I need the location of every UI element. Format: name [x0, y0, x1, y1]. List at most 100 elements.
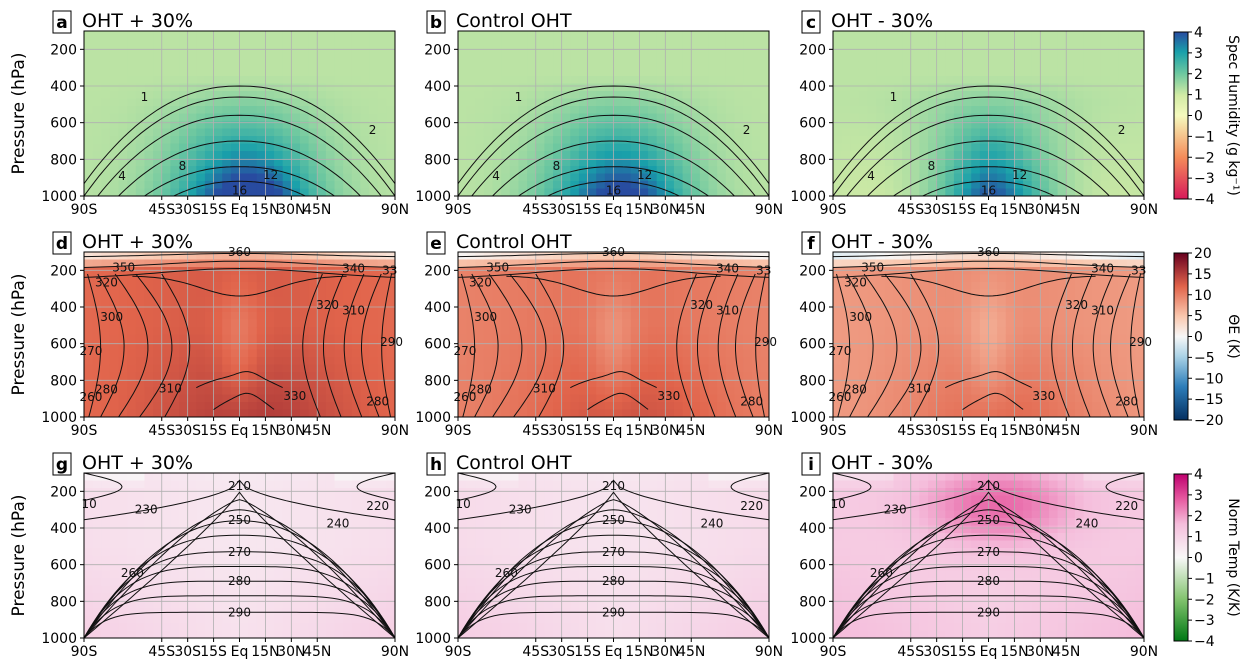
heatmap-cell: [893, 173, 903, 182]
heatmap-cell: [386, 83, 395, 92]
heatmap-cell: [282, 31, 292, 40]
heatmap-cell: [334, 128, 344, 137]
heatmap-cell: [858, 121, 869, 130]
heatmap-cell: [144, 76, 154, 85]
heatmap-cell: [299, 372, 310, 381]
heatmap-cell: [248, 76, 258, 85]
heatmap-cell: [377, 379, 387, 388]
heatmap-cell: [265, 319, 275, 328]
heatmap-cell: [135, 357, 146, 366]
heatmap-cell: [466, 68, 476, 77]
heatmap-cell: [858, 387, 869, 396]
heatmap-cell: [535, 334, 545, 343]
heatmap-cell: [997, 121, 1007, 130]
heatmap-cell: [483, 402, 494, 411]
heatmap-cell: [673, 61, 684, 70]
heatmap-cell: [458, 151, 468, 160]
heatmap-cell: [230, 91, 241, 100]
heatmap-cell: [265, 83, 275, 92]
heatmap-cell: [988, 282, 998, 291]
heatmap-cell: [509, 387, 520, 396]
heatmap-cell: [92, 304, 102, 313]
heatmap-cell: [570, 409, 580, 417]
heatmap-cell: [867, 38, 877, 47]
heatmap-cell: [196, 259, 206, 268]
heatmap-cell: [979, 173, 990, 182]
heatmap-cell: [673, 319, 684, 328]
heatmap-cell: [501, 349, 511, 358]
x-tick-label: 90S: [71, 202, 98, 218]
heatmap-cell: [518, 379, 528, 388]
heatmap-cell: [604, 394, 615, 403]
heatmap-cell: [1057, 113, 1067, 122]
heatmap-cell: [535, 349, 545, 358]
heatmap-cell: [544, 128, 554, 137]
heatmap-cell: [118, 394, 128, 403]
heatmap-cell: [725, 91, 736, 100]
heatmap-cell: [717, 181, 727, 190]
heatmap-cell: [850, 364, 860, 373]
y-tick-label: 1000: [415, 410, 451, 426]
heatmap-cell: [282, 259, 292, 268]
heatmap-cell: [109, 143, 120, 152]
heatmap-cell: [101, 394, 111, 403]
heatmap-cell: [858, 76, 869, 85]
heatmap-cell: [570, 252, 580, 261]
heatmap-cell: [308, 357, 318, 366]
heatmap-cell: [928, 188, 938, 196]
heatmap-cell: [187, 98, 197, 107]
heatmap-cell: [630, 289, 641, 298]
heatmap-cell: [997, 372, 1007, 381]
heatmap-cell: [118, 274, 128, 283]
heatmap-cell: [691, 143, 701, 152]
heatmap-cell: [699, 289, 710, 298]
heatmap-cell: [84, 68, 94, 77]
heatmap-cell: [578, 357, 589, 366]
heatmap-cell: [196, 166, 206, 175]
heatmap-cell: [858, 402, 869, 411]
heatmap-cell: [622, 289, 632, 298]
heatmap-cell: [587, 394, 597, 403]
heatmap-cell: [850, 46, 860, 55]
heatmap-cell: [509, 61, 520, 70]
heatmap-cell: [596, 267, 606, 276]
heatmap-cell: [691, 188, 701, 196]
heatmap-cell: [222, 158, 232, 167]
heatmap-cell: [325, 409, 336, 417]
heatmap-cell: [101, 151, 111, 160]
heatmap-cell: [833, 379, 843, 388]
heatmap-cell: [1023, 128, 1033, 137]
heatmap-cell: [1066, 128, 1076, 137]
heatmap-cell: [369, 357, 379, 366]
heatmap-cell: [613, 31, 623, 40]
heatmap-cell: [101, 136, 111, 145]
contour-label: 300: [100, 310, 123, 324]
heatmap-cell: [161, 289, 171, 298]
heatmap-cell: [518, 289, 528, 298]
heatmap-cell: [760, 76, 769, 85]
heatmap-cell: [282, 181, 292, 190]
heatmap-cell: [1031, 76, 1041, 85]
heatmap-cell: [1109, 91, 1119, 100]
heatmap-cell: [893, 349, 903, 358]
heatmap-cell: [884, 61, 895, 70]
heatmap-cell: [153, 158, 163, 167]
heatmap-cell: [648, 267, 658, 276]
heatmap-cell: [458, 349, 468, 358]
heatmap-cell: [971, 76, 981, 85]
heatmap-cell: [144, 274, 154, 283]
heatmap-cell: [751, 128, 761, 137]
heatmap-cell: [699, 83, 710, 92]
heatmap-cell: [187, 252, 197, 261]
heatmap-cell: [587, 289, 597, 298]
heatmap-cell: [144, 173, 154, 182]
heatmap-cell: [1005, 136, 1016, 145]
heatmap-cell: [282, 402, 292, 411]
heatmap-cell: [1040, 158, 1050, 167]
heatmap-cell: [648, 188, 658, 196]
heatmap-cell: [360, 289, 370, 298]
heatmap-cell: [867, 91, 877, 100]
heatmap-cell: [596, 83, 606, 92]
heatmap-cell: [884, 98, 895, 107]
